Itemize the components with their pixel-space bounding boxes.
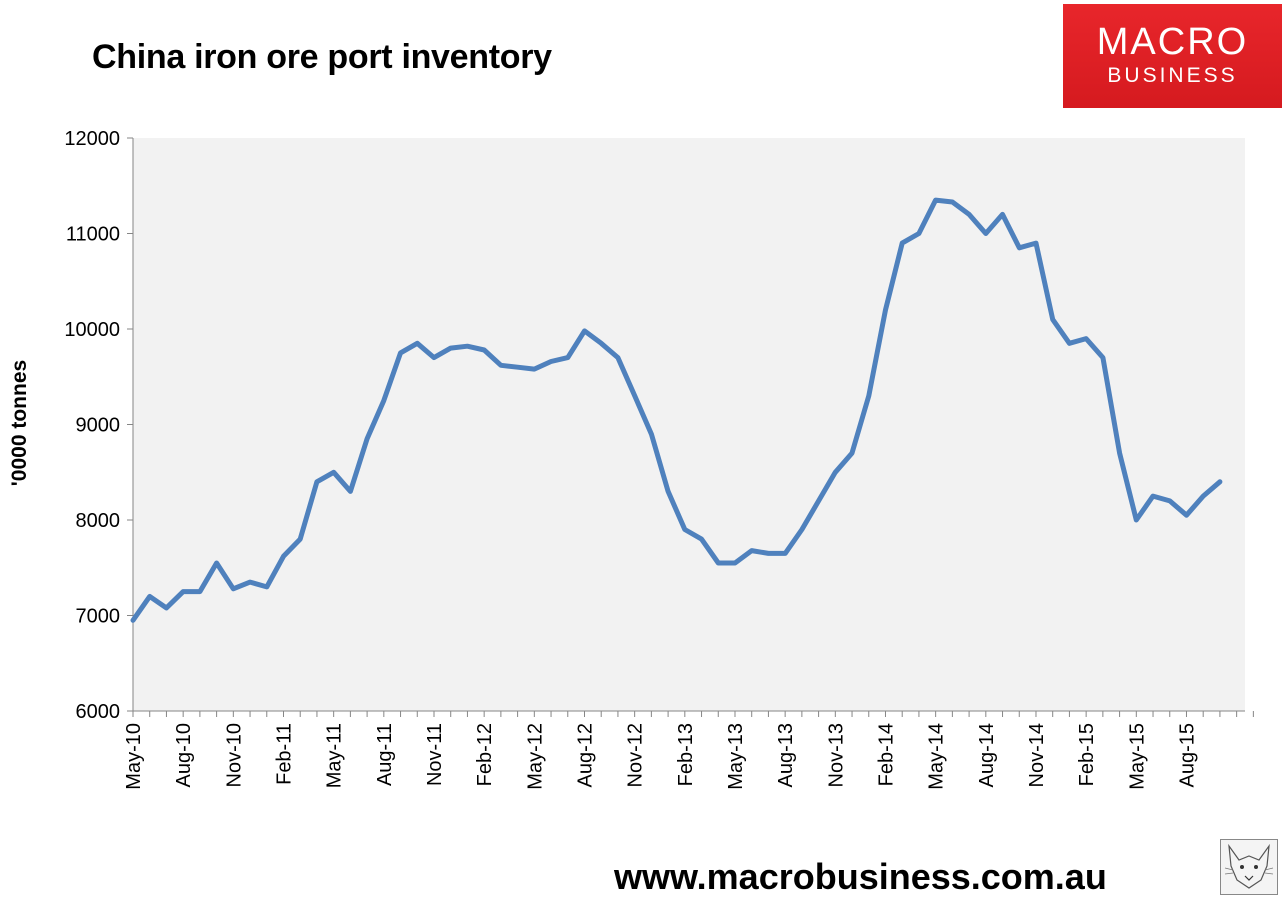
y-tick-label: 10000 xyxy=(64,319,120,341)
x-tick-label: Nov-13 xyxy=(825,723,847,787)
x-tick-label: May-13 xyxy=(725,723,747,790)
x-tick-label: Feb-13 xyxy=(675,723,697,786)
x-tick-label: Nov-12 xyxy=(625,723,647,787)
y-tick-label: 12000 xyxy=(64,128,120,150)
y-tick-label: 7000 xyxy=(76,606,121,628)
y-tick-label: 8000 xyxy=(76,510,121,532)
x-tick-label: Aug-15 xyxy=(1176,723,1198,788)
x-tick-label: May-12 xyxy=(524,723,546,790)
x-tick-label: Feb-11 xyxy=(273,723,295,785)
x-tick-label: Nov-11 xyxy=(424,723,446,786)
x-tick-label: Feb-14 xyxy=(875,723,897,786)
x-tick-label: May-15 xyxy=(1126,723,1148,790)
x-tick-label: Aug-11 xyxy=(374,723,396,786)
x-tick-label: Nov-10 xyxy=(223,723,245,787)
site-url[interactable]: www.macrobusiness.com.au xyxy=(614,856,1107,898)
x-tick-label: May-10 xyxy=(123,723,145,790)
y-tick-label: 11000 xyxy=(66,224,120,246)
x-tick-label: Feb-12 xyxy=(474,723,496,786)
x-tick-label: May-11 xyxy=(324,723,346,788)
y-tick-label: 6000 xyxy=(76,701,121,723)
x-tick-label: Aug-10 xyxy=(173,723,195,788)
x-tick-label: Aug-14 xyxy=(976,723,998,788)
fox-sketch-icon xyxy=(1220,839,1278,895)
x-tick-label: May-14 xyxy=(926,723,948,790)
x-tick-label: Aug-12 xyxy=(574,723,596,788)
x-tick-label: Feb-15 xyxy=(1076,723,1098,786)
y-tick-label: 9000 xyxy=(76,415,121,437)
plot-area xyxy=(133,138,1245,711)
x-tick-label: Nov-14 xyxy=(1026,723,1048,787)
x-tick-label: Aug-13 xyxy=(775,723,797,788)
y-axis-label: '0000 tonnes xyxy=(8,360,32,486)
